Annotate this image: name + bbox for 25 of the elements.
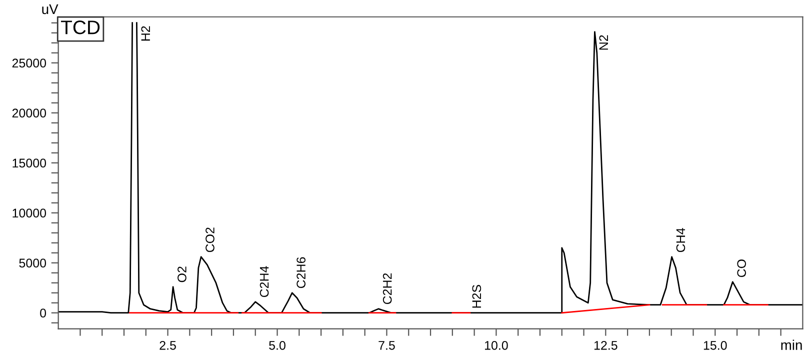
y-tick-label: 25000 [12, 58, 46, 68]
annotation: CO [737, 260, 746, 278]
x-tick-label: 7.5 [378, 341, 395, 350]
x-tick-label: 5.0 [269, 340, 286, 350]
x-tick-label: 15.0 [704, 340, 727, 350]
annotation: C2H6 [296, 257, 306, 288]
annotation: C2H2 [382, 273, 392, 304]
x-tick-label: 12.5 [594, 340, 618, 350]
y-axis-title: uV [42, 4, 58, 14]
annotation: CH4 [676, 228, 686, 252]
y-tick-label: 5000 [19, 258, 46, 268]
y-tick-label: 20000 [12, 108, 46, 118]
annotation: O2 [178, 266, 186, 282]
annotation: N2 [599, 35, 608, 50]
x-tick-label: 2.5 [160, 340, 176, 350]
x-tick-label: 10.0 [484, 340, 508, 350]
y-tick-label: 0 [40, 308, 46, 318]
annotation: H2 [141, 26, 150, 41]
annotation: H2S [472, 284, 482, 308]
x-axis-title: min [781, 340, 802, 350]
y-tick-label: 10000 [12, 208, 46, 218]
y-tick-label: 15000 [12, 158, 46, 168]
annotation: C2H4 [260, 266, 269, 298]
annotation: CO2 [206, 228, 214, 252]
annotation: TCD [60, 20, 100, 34]
